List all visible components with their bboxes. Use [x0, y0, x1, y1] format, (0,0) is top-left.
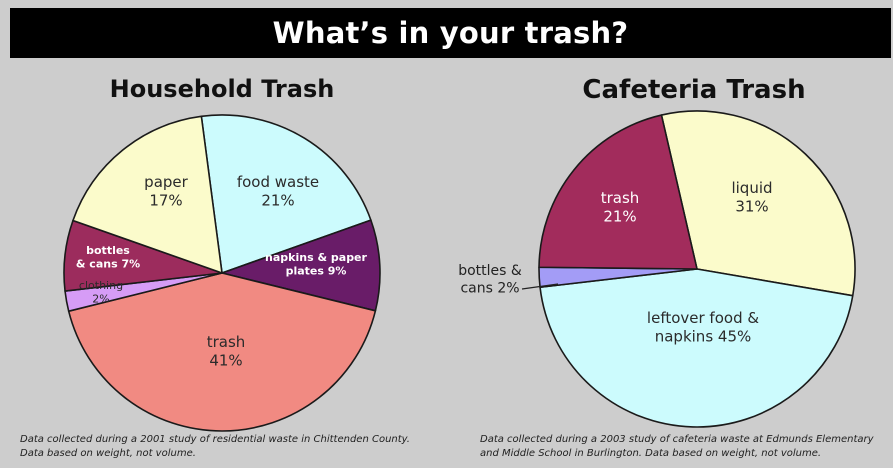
cafeteria-slice-leftover-food-and-napkins	[539, 268, 854, 428]
cafeteria-label-bottles-and-cans: bottles & cans 2%	[458, 263, 522, 297]
cafeteria-source-note: Data collected during a 2003 study of ca…	[480, 434, 874, 459]
cafeteria-label-liquid: liquid 31%	[731, 179, 772, 216]
household-label-clothing: clothing 2%	[79, 279, 123, 306]
household-label-bottles-and-cans: bottles & cans 7%	[76, 244, 140, 271]
household-source-note: Data collected during a 2001 study of re…	[20, 434, 410, 459]
household-label-food-waste: food waste 21%	[237, 173, 319, 210]
cafeteria-chart-title: Cafeteria Trash	[582, 75, 806, 105]
household-chart-title: Household Trash	[109, 75, 335, 103]
cafeteria-slice-liquid	[660, 110, 856, 297]
main-title: What’s in your trash?	[10, 8, 891, 58]
household-label-trash: trash 41%	[207, 333, 246, 370]
household-slice-food-waste	[200, 114, 372, 274]
cafeteria-leader-line	[521, 283, 559, 290]
household-slice-trash	[67, 272, 377, 432]
household-label-napkins-and-paper-plates: napkins & paper plates 9%	[265, 251, 367, 278]
household-slice-napkins-and-paper-plates	[221, 219, 381, 312]
household-label-paper: paper 17%	[144, 173, 188, 210]
household-slice-paper	[72, 115, 223, 274]
cafeteria-slice-trash	[538, 114, 698, 270]
cafeteria-label-trash: trash 21%	[601, 189, 640, 226]
cafeteria-label-leftover-food-and-napkins: leftover food & napkins 45%	[647, 309, 759, 346]
